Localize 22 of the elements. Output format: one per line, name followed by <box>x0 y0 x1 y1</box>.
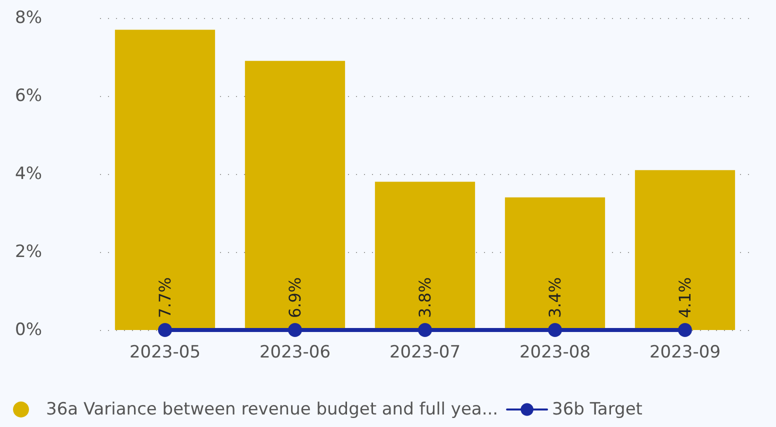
x-tick-label: 2023-06 <box>259 342 331 362</box>
bar <box>374 182 476 330</box>
data-label: 7.7% <box>156 277 174 318</box>
data-label: 6.9% <box>286 277 304 318</box>
y-tick-label: 2% <box>15 242 42 262</box>
x-tick-label: 2023-08 <box>519 342 591 362</box>
y-tick-label: 0% <box>15 320 42 340</box>
bar <box>634 170 736 330</box>
data-label: 3.4% <box>546 277 564 318</box>
legend-label: 36a Variance between revenue budget and full yea... <box>46 400 498 420</box>
y-tick-label: 4% <box>15 164 42 184</box>
data-label: 4.1% <box>676 277 694 318</box>
bar <box>504 197 606 330</box>
y-tick-label: 8% <box>15 8 42 28</box>
x-tick-label: 2023-07 <box>389 342 461 362</box>
x-tick-label: 2023-05 <box>129 342 201 362</box>
data-label: 3.8% <box>416 277 434 318</box>
bar <box>244 60 346 330</box>
legend-label: 36b Target <box>552 400 643 420</box>
bar <box>114 30 216 330</box>
y-tick-label: 6% <box>15 86 42 106</box>
x-tick-label: 2023-09 <box>649 342 721 362</box>
